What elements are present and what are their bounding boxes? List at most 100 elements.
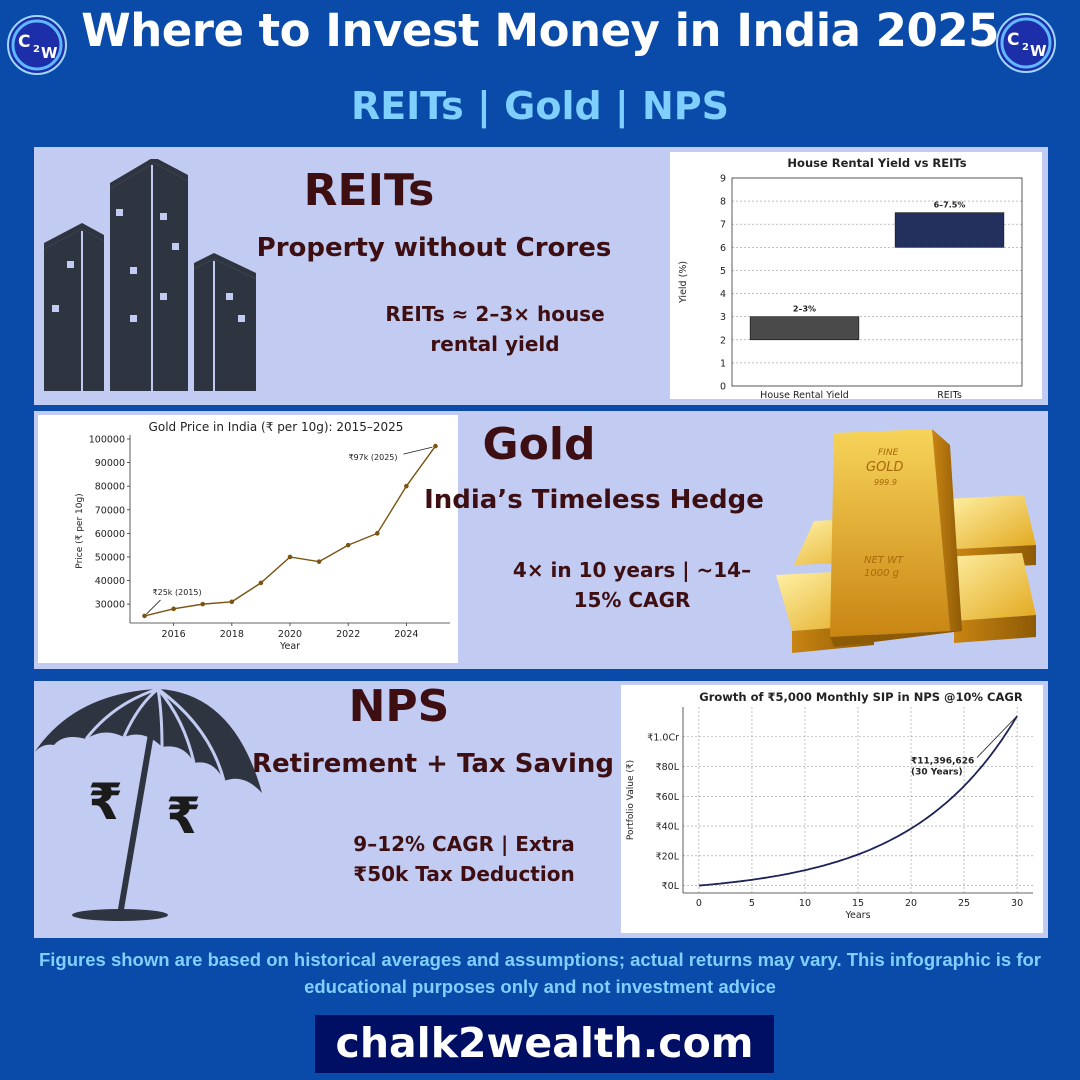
nps-heading: NPS [348, 681, 450, 732]
annotation-label: ₹11,396,626 [911, 757, 974, 767]
svg-text:2: 2 [33, 44, 40, 55]
y-tick-label: 70000 [95, 505, 125, 516]
svg-text:C: C [1007, 30, 1019, 50]
x-tick-label: 15 [852, 898, 864, 909]
bar [749, 316, 860, 341]
disclaimer-text: Figures shown are based on historical av… [38, 949, 1042, 997]
gold-tagline: India’s Timeless Hedge [424, 485, 764, 515]
gold-bar-gold-text: GOLD [866, 460, 904, 475]
annotation-arrow [976, 717, 1016, 758]
nps-panel: ₹ ₹ NPS Retirement + Tax Saving 9–12% CA… [34, 681, 1048, 938]
annotation-label: ₹25k (2015) [153, 588, 202, 597]
gold-bar-weight-text: 1000 g [864, 568, 899, 579]
umbrella-icon: ₹ ₹ [34, 687, 262, 921]
y-tick-label: 40000 [95, 576, 125, 587]
y-tick-label: 8 [720, 197, 726, 208]
sip-growth-line [698, 715, 1018, 887]
data-point [404, 483, 409, 489]
gold-bar-purity-text: 999.9 [874, 478, 897, 487]
y-tick-label: 4 [720, 289, 726, 300]
annotation-arrow [146, 599, 161, 615]
y-tick-label: ₹80L [656, 762, 680, 773]
data-point [374, 531, 380, 536]
y-tick-label: 7 [720, 220, 726, 231]
gold-note: 4× in 10 years | ~14–15% CAGR [512, 558, 752, 612]
chart-title: Growth of ₹5,000 Monthly SIP in NPS @10%… [699, 690, 1023, 704]
reits-heading: REITs [303, 165, 435, 216]
data-point [433, 443, 438, 449]
nps-sip-growth-chart: Growth of ₹5,000 Monthly SIP in NPS @10%… [626, 690, 1033, 921]
data-point [229, 599, 235, 605]
gold-chart-container: Gold Price in India (₹ per 10g): 2015–20… [38, 415, 458, 663]
y-tick-label: 90000 [95, 458, 125, 469]
y-axis-label: Price (₹ per 10g) [75, 493, 85, 568]
gold-heading: Gold [482, 419, 596, 470]
reits-yield-bar-chart: House Rental Yield vs REITs 0 1 2 3 4 5 6 7 8 9 Yie… [678, 156, 1023, 401]
y-tick-label: 3 [720, 312, 726, 323]
rupee-icon-2: ₹ [166, 787, 201, 845]
reits-note: REITs ≈ 2–3× house rental yield [385, 302, 605, 356]
x-tick-label: 2024 [394, 629, 418, 640]
data-point [171, 606, 176, 612]
gold-price-line-chart: Gold Price in India (₹ per 10g): 2015–20… [75, 420, 450, 652]
y-tick-label: ₹60L [656, 792, 680, 803]
nps-chart-container: Growth of ₹5,000 Monthly SIP in NPS @10%… [621, 685, 1043, 933]
chart-title: House Rental Yield vs REITs [787, 156, 966, 170]
x-tick-label: 10 [799, 898, 811, 909]
data-point [258, 580, 264, 586]
x-tick-label: 5 [749, 898, 755, 909]
y-tick-label: 60000 [95, 529, 125, 540]
nps-tagline: Retirement + Tax Saving [251, 749, 614, 779]
nps-note: 9–12% CAGR | Extra ₹50k Tax Deduction [353, 832, 575, 886]
y-axis-label: Yield (%) [678, 261, 689, 304]
page-title: Where to Invest Money in India 2025 [81, 4, 999, 57]
annotation-label: ₹97k (2025) [348, 453, 397, 462]
y-tick-label: 50000 [95, 552, 125, 563]
website-link[interactable]: chalk2wealth.com [315, 1015, 774, 1073]
page-subtitle: REITs | Gold | NPS [350, 84, 730, 128]
y-tick-label: 9 [720, 174, 726, 185]
x-tick-label: 0 [696, 898, 702, 909]
y-tick-label: ₹0L [662, 881, 680, 892]
data-point [345, 542, 351, 548]
x-axis-label: Year [279, 641, 300, 652]
y-tick-label: 0 [720, 382, 726, 393]
reits-tagline: Property without Crores [256, 233, 612, 263]
x-tick-label: 25 [958, 898, 970, 909]
x-tick-label: REITs [937, 390, 962, 399]
chalk2wealth-logo-right: C 2 W [996, 13, 1056, 73]
svg-text:2: 2 [1022, 42, 1029, 53]
data-point [200, 601, 206, 607]
reits-panel: REITs Property without Crores REITs ≈ 2–… [34, 147, 1048, 405]
svg-text:W: W [41, 44, 58, 62]
y-tick-label: ₹20L [656, 851, 680, 862]
y-tick-label: ₹1.0Cr [647, 732, 679, 743]
svg-text:W: W [1030, 42, 1047, 60]
data-point [142, 613, 147, 619]
y-tick-label: 1 [720, 358, 726, 369]
y-tick-label: 5 [720, 266, 726, 277]
x-tick-label: 2018 [220, 629, 244, 640]
buildings-icon [44, 159, 256, 391]
data-label: 6–7.5% [934, 201, 966, 210]
data-point [287, 554, 293, 560]
annotation-arrow [403, 446, 433, 455]
rupee-icon-1: ₹ [88, 773, 123, 831]
gold-bar-fine-text: FINE [878, 448, 899, 458]
chalk2wealth-logo-left: C 2 W [7, 15, 67, 75]
x-tick-label: 2016 [162, 629, 186, 640]
x-tick-label: 30 [1011, 898, 1023, 909]
x-axis-label: Years [844, 910, 870, 921]
gold-bars-icon: FINE GOLD 999.9 NET WT 1000 g [776, 429, 1036, 653]
y-axis-label: Portfolio Value (₹) [626, 760, 636, 840]
data-point [316, 559, 322, 564]
y-tick-label: 2 [720, 335, 726, 346]
annotation-label: (30 Years) [911, 768, 963, 778]
y-tick-label: 6 [720, 243, 726, 254]
gold-bar-netwt-text: NET WT [864, 555, 904, 566]
bar [894, 212, 1005, 248]
y-tick-label: 100000 [89, 435, 125, 446]
x-tick-label: 2020 [278, 629, 302, 640]
y-tick-label: 80000 [95, 482, 125, 493]
plot-frame [731, 177, 1023, 387]
